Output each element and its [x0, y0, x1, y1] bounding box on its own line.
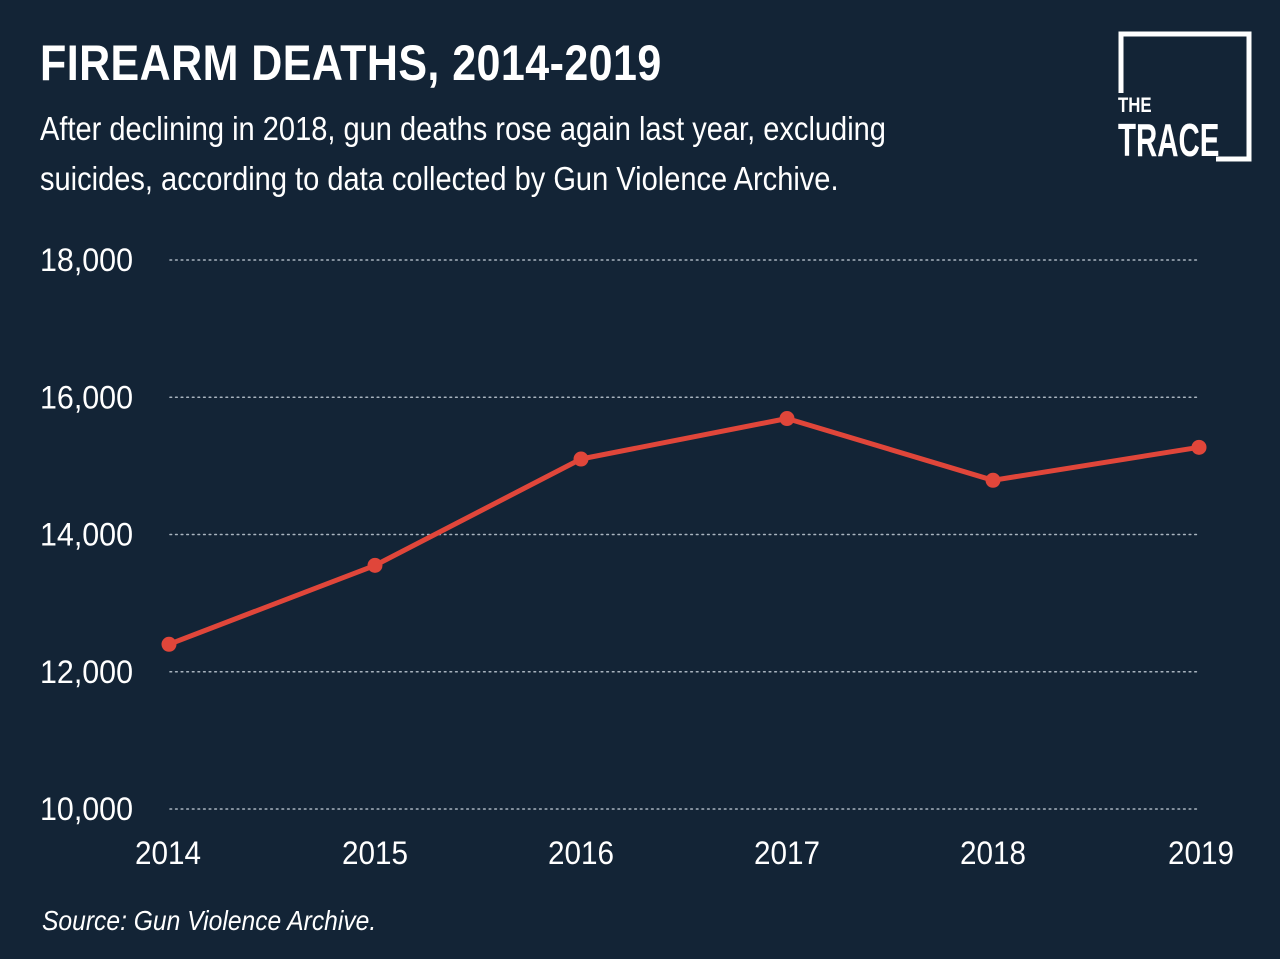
- y-tick-label: 18,000: [40, 242, 133, 278]
- y-tick-label: 10,000: [40, 791, 133, 827]
- source-note: Source: Gun Violence Archive.: [42, 905, 377, 936]
- data-point-2018: [985, 472, 1001, 488]
- chart-title: FIREARM DEATHS, 2014-2019: [40, 35, 662, 91]
- x-tick-label: 2014: [135, 835, 201, 871]
- grid-lines: [169, 259, 1198, 810]
- x-tick-label: 2017: [754, 835, 820, 871]
- data-point-2017: [779, 411, 795, 427]
- x-tick-label: 2019: [1168, 835, 1234, 871]
- series-line: [166, 416, 1202, 647]
- data-point-2019: [1191, 439, 1207, 455]
- data-point-2016: [573, 451, 589, 467]
- x-tick-label: 2015: [342, 835, 408, 871]
- logo-frame-icon: [1118, 31, 1252, 162]
- chart-subtitle: After declining in 2018, gun deaths rose…: [40, 110, 886, 197]
- y-axis-tick-labels: 10,000 12,000 14,000 16,000 18,000: [40, 242, 133, 827]
- y-tick-label: 14,000: [40, 517, 133, 553]
- y-tick-label: 12,000: [40, 654, 133, 690]
- logo-line-trace: TRACE: [1118, 114, 1220, 166]
- data-point-2015: [367, 557, 383, 573]
- x-tick-label: 2018: [960, 835, 1026, 871]
- x-axis-tick-labels: 2014 2015 2016 2017 2018 2019: [135, 835, 1234, 871]
- y-tick-label: 16,000: [40, 379, 133, 415]
- data-point-2014: [161, 636, 177, 652]
- series-layer: [161, 411, 1207, 652]
- logo-line-the: THE: [1118, 94, 1152, 117]
- the-trace-logo: THE TRACE: [1118, 31, 1252, 166]
- x-tick-label: 2016: [548, 835, 614, 871]
